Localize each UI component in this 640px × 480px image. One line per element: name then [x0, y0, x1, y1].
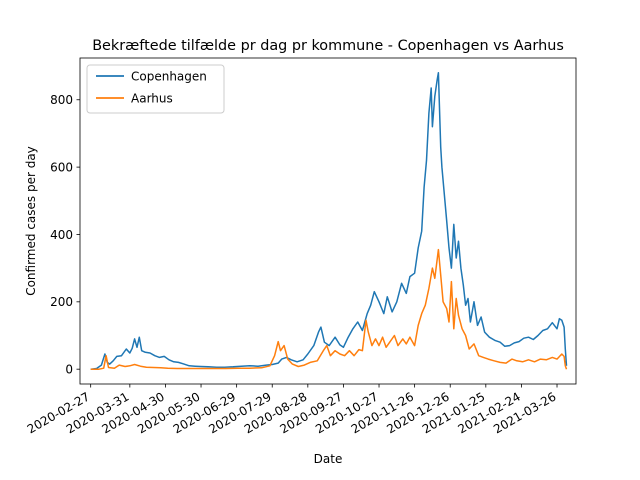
x-axis-label: Date [314, 452, 343, 466]
y-axis-label: Confirmed cases per day [24, 146, 38, 296]
plot-frame [79, 57, 577, 385]
chart-title: Bekræftede tilfælde pr dag pr kommune - … [92, 38, 564, 54]
legend-label-copenhagen: Copenhagen [131, 70, 207, 84]
series-layer [90, 72, 568, 370]
legend-label-aarhus: Aarhus [131, 92, 173, 106]
y-tick-label: 200 [50, 295, 73, 309]
series-line-copenhagen [90, 72, 568, 370]
legend-box [86, 64, 225, 114]
legend: Copenhagen Aarhus [86, 64, 225, 114]
y-tick-label: 800 [50, 93, 73, 107]
y-tick-label: 400 [50, 228, 73, 242]
y-tick-label: 0 [65, 362, 73, 376]
series-line-aarhus [90, 248, 568, 370]
y-tick-label: 600 [50, 160, 73, 174]
y-axis-ticks: 0 200 400 600 800 [50, 93, 80, 376]
